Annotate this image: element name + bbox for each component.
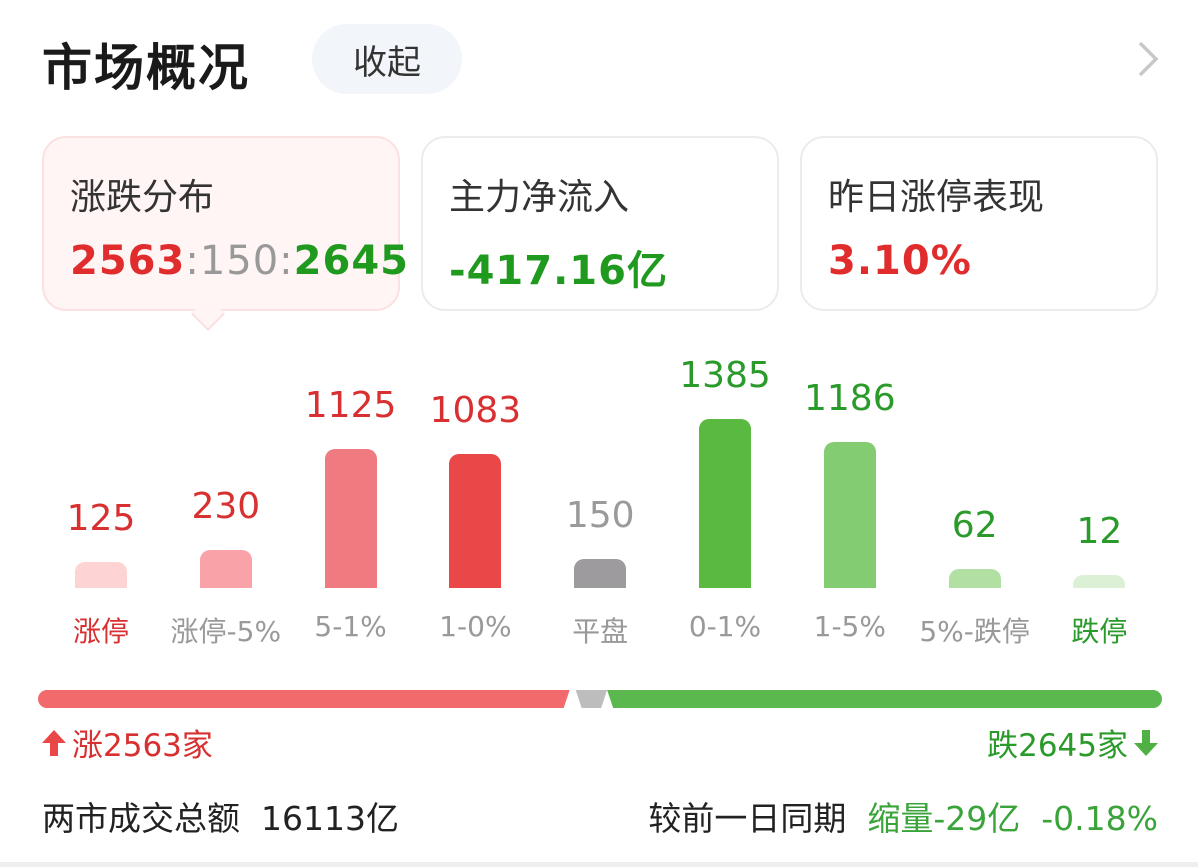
- down-summary-label: 跌2645家: [987, 728, 1128, 764]
- bar: [199, 550, 252, 588]
- bar: [948, 568, 1001, 588]
- up-count: 2563: [70, 238, 186, 284]
- card-label: 昨日涨停表现: [828, 177, 1045, 218]
- bottom-divider: [0, 862, 1198, 867]
- separator: :: [185, 238, 200, 284]
- bar-value-label: 230: [191, 486, 261, 527]
- arrow-up-icon: [42, 729, 66, 756]
- card-value: 2563:150:2645: [70, 238, 408, 284]
- bar-value-label: 125: [66, 497, 136, 539]
- bar: [699, 419, 751, 588]
- category-label: 0-1%: [688, 610, 762, 643]
- collapse-button[interactable]: 收起: [312, 24, 462, 94]
- bar-value-label: 1125: [304, 384, 397, 426]
- breadth-bar: [38, 690, 1162, 710]
- separator: :: [279, 238, 294, 284]
- compare-label: 较前一日同期: [648, 799, 847, 838]
- up-summary-label: 涨2563家: [72, 728, 213, 764]
- down-count: 2645: [293, 238, 409, 284]
- bar-value-label: 62: [951, 504, 998, 546]
- compare-change: 缩量-29亿: [867, 799, 1021, 838]
- compare-pct: -0.18%: [1041, 799, 1158, 838]
- bar: [75, 561, 127, 588]
- arrow-down-icon: [1134, 729, 1158, 756]
- turnover: 两市成交总额 16113亿: [42, 792, 399, 840]
- bar-value-label: 150: [565, 495, 635, 537]
- chevron-right-icon[interactable]: [1132, 40, 1162, 78]
- card-limit-up-performance[interactable]: 昨日涨停表现 3.10%: [800, 136, 1158, 311]
- turnover-compare: 较前一日同期 缩量-29亿 -0.18%: [648, 792, 1158, 840]
- bar: [324, 448, 377, 588]
- down-summary: 跌2645家: [987, 720, 1160, 765]
- card-main-net-inflow[interactable]: 主力净流入 -417.16亿: [421, 136, 779, 311]
- distribution-chart: 125 涨停 230 涨停-5% 1125 5-1% 1083 1-0% 150 平盘 1385 0-…: [0, 340, 1198, 660]
- card-value: 3.10%: [828, 238, 972, 284]
- breadth-up-segment: [38, 690, 570, 708]
- category-label: 1-5%: [813, 610, 886, 643]
- breadth-down-segment: [607, 690, 1162, 708]
- category-label: 5-1%: [314, 610, 387, 643]
- page-title: 市场概况: [42, 39, 250, 97]
- bar-value-label: 1083: [429, 389, 522, 431]
- bar-value-label: 12: [1076, 510, 1123, 552]
- bar: [1073, 574, 1126, 588]
- category-label: 涨停: [72, 615, 129, 648]
- category-label: 5%-跌停: [919, 615, 1030, 648]
- bar: [449, 453, 502, 588]
- bar-value-label: 1385: [679, 355, 771, 397]
- bar-value-label: 1186: [803, 377, 896, 419]
- card-value: -417.16亿: [449, 248, 668, 294]
- turnover-label: 两市成交总额: [42, 799, 240, 838]
- card-advance-decline[interactable]: 涨跌分布 2563:150:2645: [42, 136, 408, 311]
- up-summary: 涨2563家: [40, 720, 213, 765]
- turnover-value: 16113亿: [260, 799, 399, 838]
- category-label: 涨停-5%: [170, 615, 282, 648]
- flat-count: 150: [199, 238, 280, 284]
- bar: [574, 559, 627, 588]
- category-label: 跌停: [1071, 615, 1128, 648]
- category-label: 1-0%: [439, 610, 512, 643]
- card-label: 主力净流入: [449, 177, 630, 218]
- card-label: 涨跌分布: [70, 177, 215, 218]
- breadth-flat-segment: [576, 690, 607, 708]
- bar: [823, 441, 876, 588]
- category-label: 平盘: [572, 615, 629, 648]
